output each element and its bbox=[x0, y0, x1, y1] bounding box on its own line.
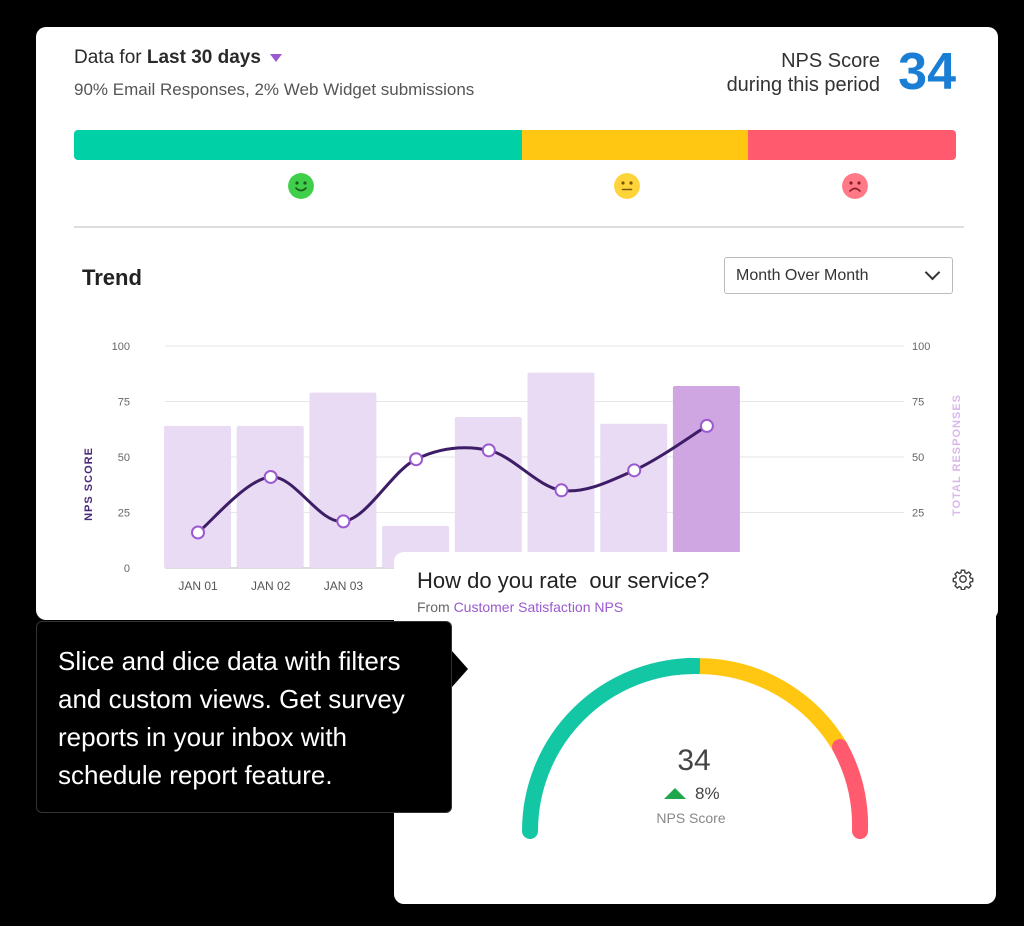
passives-bar bbox=[522, 130, 748, 160]
response-sources: 90% Email Responses, 2% Web Widget submi… bbox=[74, 80, 475, 99]
gauge-label: NPS Score bbox=[656, 810, 725, 826]
gauge-score: 34 bbox=[677, 744, 710, 777]
from-label: From bbox=[417, 599, 454, 615]
period-selector[interactable]: Data for Last 30 days bbox=[74, 47, 282, 69]
gauge-red-segment bbox=[832, 739, 869, 839]
nps-point bbox=[554, 483, 569, 498]
nps-label-line2: during this period bbox=[726, 74, 880, 96]
y2-tick-label: 50 bbox=[912, 452, 924, 464]
y-tick-label: 25 bbox=[118, 508, 130, 520]
nps-point bbox=[191, 525, 205, 540]
nps-score-label: NPS Score during this period bbox=[727, 49, 880, 97]
y2-tick-label: 75 bbox=[912, 397, 924, 409]
gauge-change: 8% bbox=[695, 784, 720, 803]
y2-axis-title: TOTAL RESPONSES bbox=[951, 394, 963, 516]
trend-up-icon bbox=[664, 788, 686, 799]
nps-score-value: 34 bbox=[898, 43, 956, 101]
y-axis-title: NPS SCORE bbox=[83, 447, 95, 521]
response-bar bbox=[527, 372, 595, 568]
nps-label-line1: NPS Score bbox=[781, 50, 880, 72]
gauge-yellow-segment bbox=[699, 658, 847, 752]
response-bar bbox=[236, 425, 304, 568]
nps-dashboard-card: Data for Last 30 days 90% Email Response… bbox=[36, 27, 998, 620]
period-value: Last 30 days bbox=[146, 47, 261, 68]
y2-tick-label: 100 bbox=[912, 341, 930, 353]
y-tick-label: 50 bbox=[118, 452, 130, 464]
y-tick-label: 100 bbox=[112, 341, 130, 353]
nps-point bbox=[481, 443, 496, 458]
rating-question: How do you rate our service? bbox=[417, 568, 710, 593]
happy-face-icon bbox=[288, 173, 314, 199]
feature-tooltip: Slice and dice data with filters and cus… bbox=[36, 621, 452, 813]
trend-chart: 100 75 50 25 0 100 75 50 25 NPS SCORE TOTAL RESPON… bbox=[83, 341, 963, 593]
tooltip-arrow bbox=[452, 651, 468, 687]
nps-point bbox=[627, 463, 642, 478]
promoters-bar bbox=[74, 130, 522, 160]
response-bar bbox=[454, 417, 522, 568]
y2-tick-label: 25 bbox=[912, 508, 924, 520]
survey-link[interactable]: Customer Satisfaction NPS bbox=[453, 599, 624, 615]
nps-point bbox=[699, 418, 714, 433]
view-select[interactable]: Month Over Month bbox=[724, 257, 953, 294]
gear-icon[interactable] bbox=[952, 568, 974, 590]
detractors-bar bbox=[748, 130, 956, 160]
nps-gauge: 34 8% NPS Score bbox=[522, 658, 869, 839]
gauge-green-segment bbox=[522, 658, 703, 839]
x-tick-label: JAN 03 bbox=[324, 579, 364, 593]
neutral-face-icon bbox=[614, 173, 640, 199]
response-bar bbox=[164, 425, 231, 568]
nps-point bbox=[336, 514, 351, 529]
response-bar bbox=[600, 423, 668, 568]
trend-title: Trend bbox=[82, 265, 142, 290]
nps-point bbox=[263, 469, 278, 484]
y-tick-label: 75 bbox=[118, 397, 130, 409]
y-tick-label: 0 bbox=[124, 563, 130, 575]
data-for-label: Data for bbox=[74, 47, 147, 68]
x-tick-label: JAN 02 bbox=[251, 579, 291, 593]
sad-face-icon bbox=[842, 173, 868, 199]
response-bar bbox=[672, 385, 740, 568]
rating-card: How do you rate our service? From Custom… bbox=[394, 552, 996, 904]
nps-point bbox=[409, 452, 424, 467]
x-tick-label: JAN 01 bbox=[178, 579, 218, 593]
view-select-value: Month Over Month bbox=[736, 267, 869, 284]
section-divider bbox=[74, 226, 964, 228]
response-bar bbox=[309, 392, 377, 568]
tooltip-text: Slice and dice data with filters and cus… bbox=[58, 646, 405, 790]
rating-source: From Customer Satisfaction NPS bbox=[417, 599, 623, 615]
caret-down-icon[interactable] bbox=[269, 53, 282, 62]
